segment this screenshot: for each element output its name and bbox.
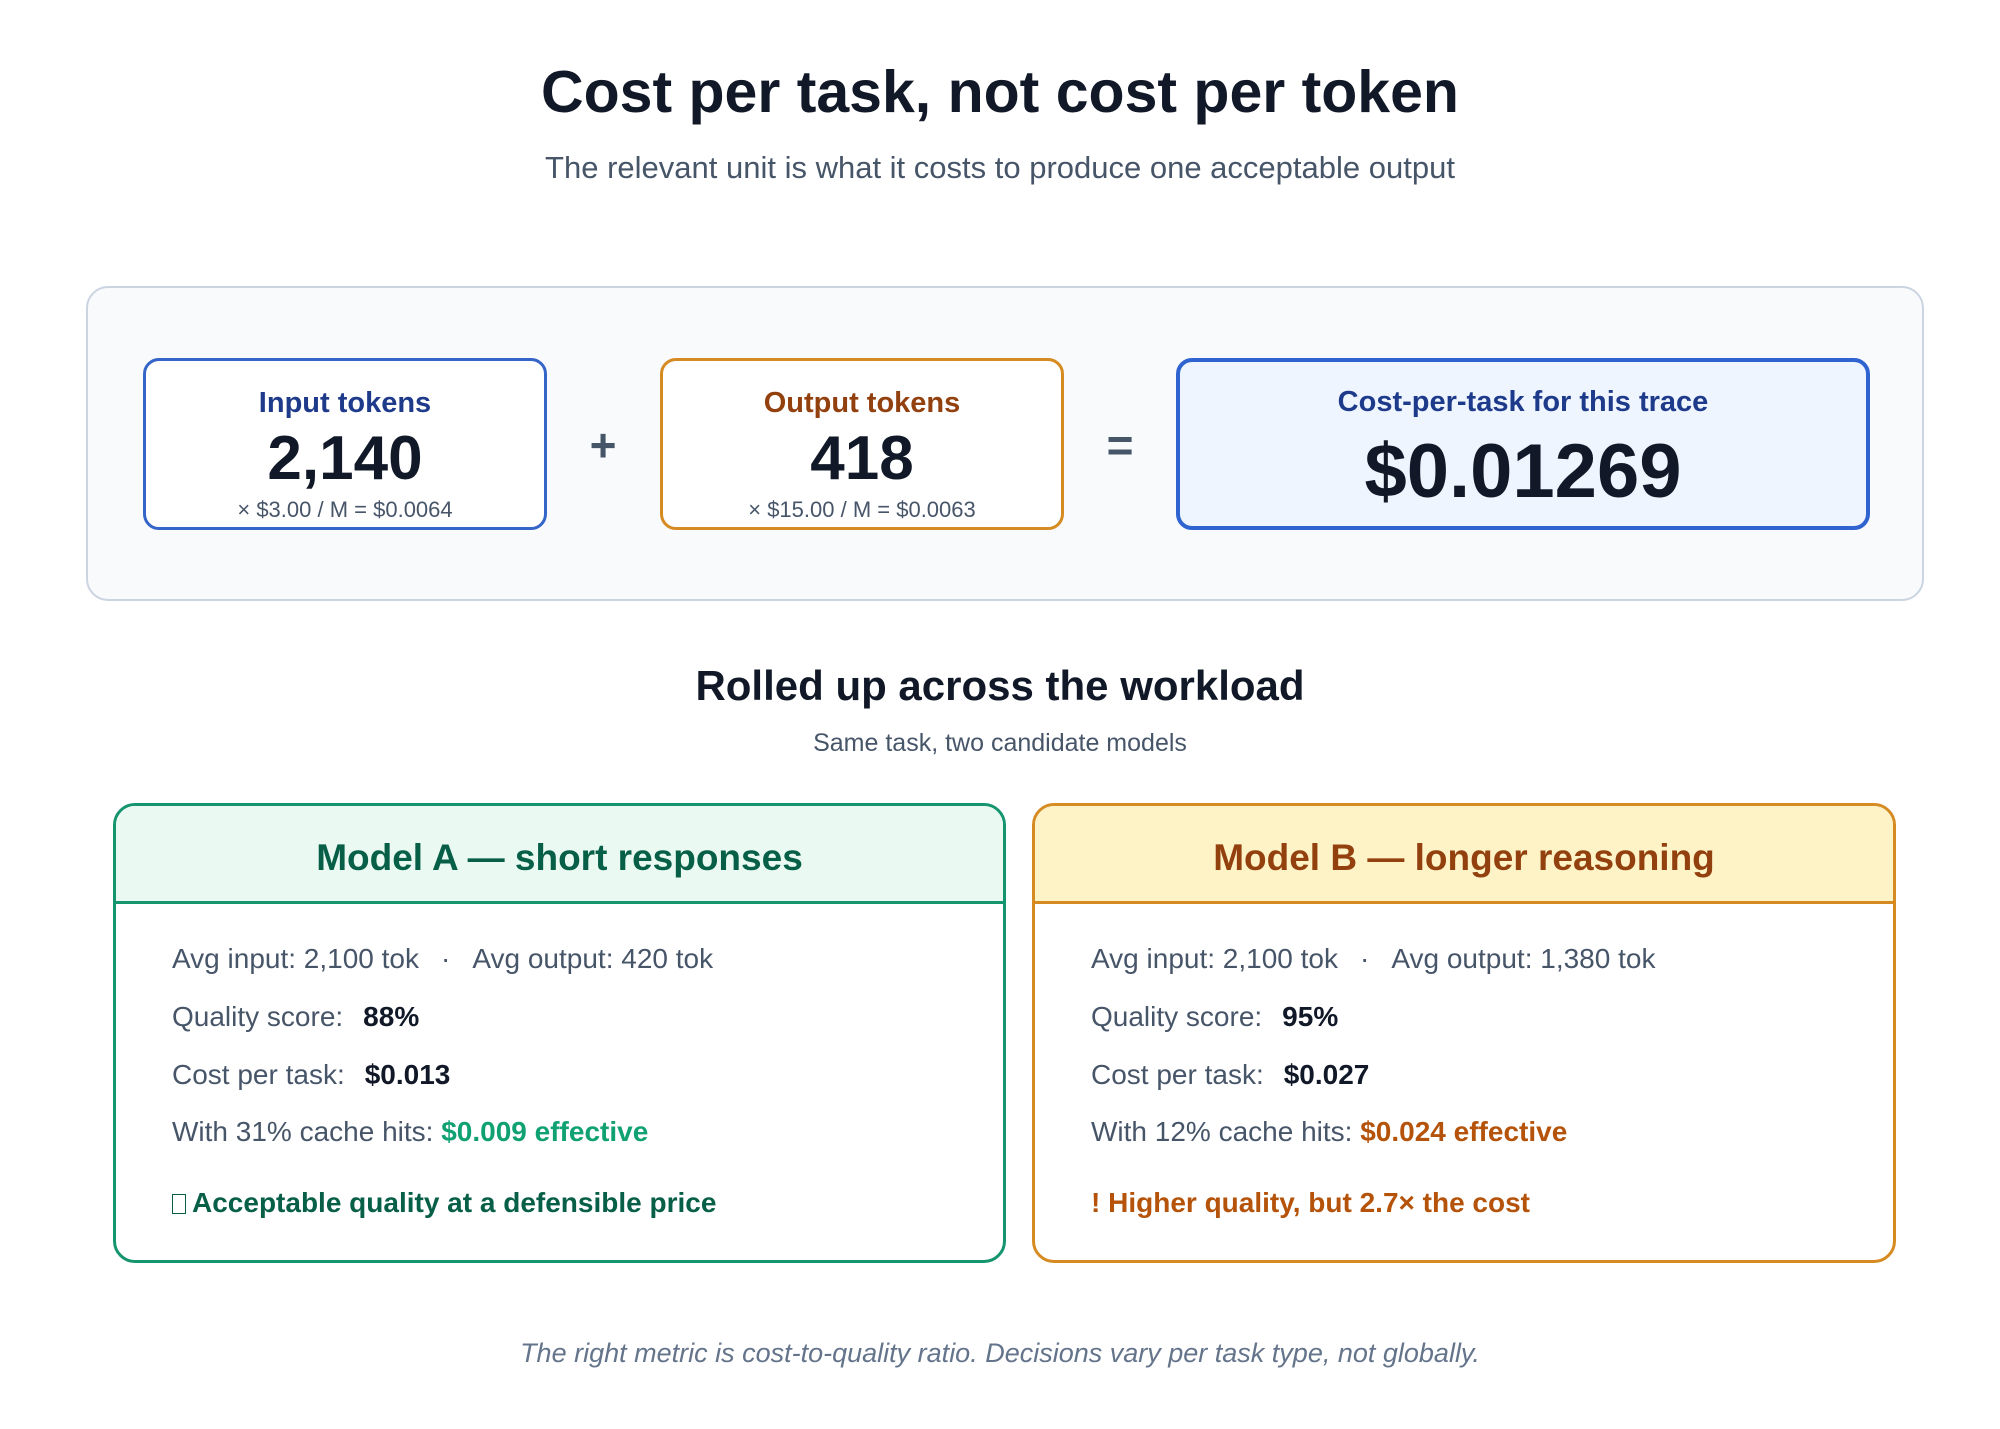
- model-b-avg-input: Avg input: 2,100 tok: [1091, 943, 1338, 974]
- input-tokens-formula: × $3.00 / M = $0.0064: [237, 497, 453, 522]
- separator-dot: ·: [441, 943, 451, 974]
- input-tokens-value: 2,140: [267, 424, 423, 493]
- model-a-quality-value: 88%: [363, 1001, 420, 1032]
- page-subtitle: The relevant unit is what it costs to pr…: [545, 150, 1455, 185]
- output-tokens-formula: × $15.00 / M = $0.0063: [748, 497, 976, 522]
- model-a-cost-value: $0.013: [364, 1059, 451, 1090]
- model-b-cost-label: Cost per task:: [1091, 1059, 1264, 1090]
- model-b-quality-label: Quality score:: [1091, 1001, 1263, 1032]
- cost-per-task-value: $0.01269: [1364, 429, 1682, 514]
- warning-icon: !: [1091, 1187, 1101, 1218]
- model-a-avg-input: Avg input: 2,100 tok: [172, 943, 419, 974]
- model-a-card: Model A — short responses Avg input: 2,1…: [113, 803, 1006, 1263]
- model-b-cost-row: Cost per task: $0.027: [1091, 1059, 1369, 1091]
- output-tokens-value: 418: [810, 424, 914, 493]
- model-b-cache-text: With 12% cache hits:: [1091, 1116, 1353, 1147]
- model-a-verdict: Acceptable quality at a defensible price: [172, 1187, 716, 1219]
- model-b-effective-cost: $0.024 effective: [1360, 1116, 1568, 1147]
- model-b-tokens-row: Avg input: 2,100 tok · Avg output: 1,380 t…: [1091, 943, 1655, 975]
- model-a-cache-row: With 31% cache hits: $0.009 effective: [172, 1116, 648, 1148]
- output-tokens-box: Output tokens 418 × $15.00 / M = $0.0063: [660, 358, 1064, 530]
- model-a-avg-output: Avg output: 420 tok: [472, 943, 714, 974]
- model-b-avg-output: Avg output: 1,380 tok: [1391, 943, 1656, 974]
- equals-operator: =: [1106, 419, 1134, 471]
- model-a-header: Model A — short responses: [116, 806, 1003, 904]
- model-a-quality-row: Quality score: 88%: [172, 1001, 419, 1033]
- model-b-cache-row: With 12% cache hits: $0.024 effective: [1091, 1116, 1567, 1148]
- separator-dot: ·: [1360, 943, 1370, 974]
- input-tokens-label: Input tokens: [258, 387, 432, 419]
- cost-per-task-box: Cost-per-task for this trace $0.01269: [1176, 358, 1870, 530]
- input-tokens-box: Input tokens 2,140 × $3.00 / M = $0.0064: [143, 358, 547, 530]
- model-a-cache-text: With 31% cache hits:: [172, 1116, 434, 1147]
- model-b-verdict: ! Higher quality, but 2.7× the cost: [1091, 1187, 1530, 1219]
- model-a-effective-cost: $0.009 effective: [441, 1116, 649, 1147]
- plus-operator: +: [589, 419, 617, 471]
- model-a-verdict-text: Acceptable quality at a defensible price: [192, 1187, 717, 1218]
- model-b-quality-value: 95%: [1282, 1001, 1339, 1032]
- model-a-cost-row: Cost per task: $0.013: [172, 1059, 450, 1091]
- output-tokens-label: Output tokens: [763, 387, 961, 419]
- check-icon: [172, 1194, 186, 1214]
- rollup-subtitle: Same task, two candidate models: [813, 729, 1187, 757]
- page-title: Cost per task, not cost per token: [541, 59, 1459, 125]
- model-b-header: Model B — longer reasoning: [1035, 806, 1893, 904]
- model-a-tokens-row: Avg input: 2,100 tok · Avg output: 420 tok: [172, 943, 713, 975]
- model-b-card: Model B — longer reasoning Avg input: 2,…: [1032, 803, 1896, 1263]
- model-b-quality-row: Quality score: 95%: [1091, 1001, 1338, 1033]
- rollup-title: Rolled up across the workload: [695, 662, 1305, 709]
- model-a-cost-label: Cost per task:: [172, 1059, 345, 1090]
- footer-note: The right metric is cost-to-quality rati…: [520, 1338, 1480, 1368]
- model-b-cost-value: $0.027: [1283, 1059, 1370, 1090]
- model-b-verdict-text: Higher quality, but 2.7× the cost: [1108, 1187, 1530, 1218]
- model-a-quality-label: Quality score:: [172, 1001, 344, 1032]
- cost-per-task-label: Cost-per-task for this trace: [1337, 386, 1709, 418]
